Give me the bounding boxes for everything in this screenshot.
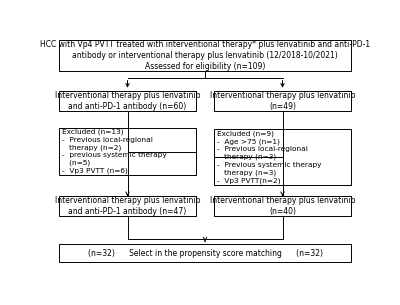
FancyBboxPatch shape (59, 244, 351, 262)
FancyBboxPatch shape (214, 196, 351, 216)
FancyBboxPatch shape (59, 128, 196, 175)
Text: Excluded (n=13)
-  Previous local-regional
   therapy (n=2)
-  previous systemic: Excluded (n=13) - Previous local-regiona… (62, 129, 167, 174)
Text: Interventional therapy plus lenvatinib
(n=49): Interventional therapy plus lenvatinib (… (210, 91, 355, 111)
FancyBboxPatch shape (59, 91, 196, 111)
Text: Interventional therapy plus lenvatinib
(n=40): Interventional therapy plus lenvatinib (… (210, 196, 355, 216)
FancyBboxPatch shape (59, 196, 196, 216)
FancyBboxPatch shape (59, 40, 351, 71)
Text: Interventional therapy plus lenvatinib
and anti-PD-1 antibody (n=60): Interventional therapy plus lenvatinib a… (55, 91, 200, 111)
Text: (n=32)      Select in the propensity score matching      (n=32): (n=32) Select in the propensity score ma… (88, 249, 322, 258)
Text: Interventional therapy plus lenvatinib
and anti-PD-1 antibody (n=47): Interventional therapy plus lenvatinib a… (55, 196, 200, 216)
FancyBboxPatch shape (214, 91, 351, 111)
Text: HCC with Vp4 PVTT treated with interventional therapy* plus lenvatinib and anti-: HCC with Vp4 PVTT treated with intervent… (40, 40, 370, 71)
Text: Excluded (n=9)
-  Age >75 (n=1)
-  Previous local-regional
   therapy (n=3)
-  P: Excluded (n=9) - Age >75 (n=1) - Previou… (218, 130, 322, 184)
FancyBboxPatch shape (214, 129, 351, 185)
